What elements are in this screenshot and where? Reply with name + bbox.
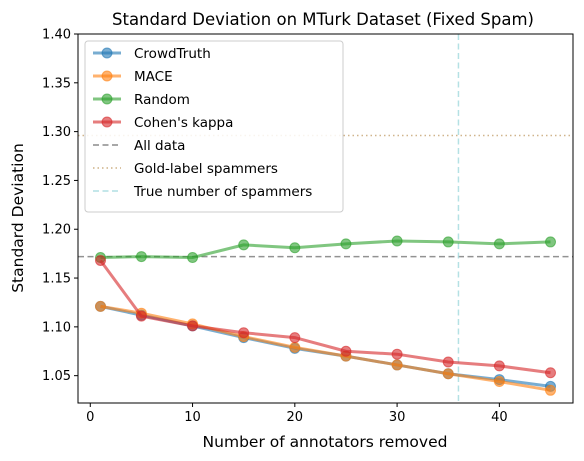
legend-label-gold-label-spammers: Gold-label spammers <box>134 161 278 177</box>
data-point-mace <box>391 359 403 371</box>
legend-label-all-data: All data <box>134 138 185 154</box>
x-tick-label: 20 <box>287 410 304 425</box>
data-point-cohen-s-kappa <box>95 254 106 266</box>
x-tick-label: 10 <box>184 410 201 425</box>
data-point-random <box>340 238 352 250</box>
data-point-cohen-s-kappa <box>238 327 250 339</box>
y-tick-label: 1.10 <box>42 320 71 335</box>
axis-ticks: 0 10 20 30 40 1.05 1.10 1.15 1.20 1.25 1.30 1.35 1.4… <box>42 28 508 426</box>
y-tick-label: 1.40 <box>42 28 71 43</box>
y-tick-label: 1.30 <box>42 125 71 140</box>
data-point-mace <box>289 341 301 353</box>
data-point-random <box>442 236 454 248</box>
legend-marker-cohen-s-kappa <box>101 116 113 128</box>
series-line-cohen-s-kappa <box>99 259 551 375</box>
x-tick-label: 30 <box>389 410 406 425</box>
legend-label-mace: MACE <box>134 69 173 85</box>
x-tick-label: 0 <box>86 410 94 425</box>
data-point-cohen-s-kappa <box>289 332 301 344</box>
plot-area <box>78 34 573 403</box>
y-tick-label: 1.25 <box>42 174 71 189</box>
data-point-cohen-s-kappa <box>493 360 505 372</box>
chart-title: Standard Deviation on MTurk Dataset (Fix… <box>112 10 534 29</box>
data-point-mace <box>95 300 106 312</box>
data-point-mace <box>442 368 454 380</box>
y-axis-label: Standard Deviation <box>9 143 27 293</box>
x-tick-label: 40 <box>491 410 508 425</box>
data-point-mace <box>545 384 556 396</box>
x-axis-label: Number of annotators removed <box>203 433 448 451</box>
y-tick-label: 1.35 <box>42 76 71 91</box>
data-point-cohen-s-kappa <box>391 348 403 360</box>
y-tick-label: 1.15 <box>42 272 71 287</box>
data-point-random <box>493 238 505 250</box>
data-point-random <box>545 236 556 248</box>
legend-label-true-number-of-spammers: True number of spammers <box>133 184 312 200</box>
plot-content <box>78 34 573 403</box>
series-line-mace <box>100 304 551 392</box>
data-point-cohen-s-kappa <box>135 310 147 322</box>
data-point-cohen-s-kappa <box>340 345 352 357</box>
legend-label-crowdtruth: CrowdTruth <box>134 46 211 62</box>
legend-label-cohen-s-kappa: Cohen's kappa <box>134 115 233 131</box>
data-point-random <box>135 251 147 263</box>
data-point-random <box>187 252 199 264</box>
legend: CrowdTruth MACE Random Cohen's kappa All dat… <box>84 40 344 213</box>
axes-frame <box>77 33 574 404</box>
y-tick-label: 1.05 <box>42 369 71 384</box>
legend-marker-mace <box>101 70 113 82</box>
legend-label-random: Random <box>134 92 190 108</box>
legend-marker-crowdtruth <box>101 47 113 59</box>
data-point-mace <box>493 376 505 388</box>
y-tick-label: 1.20 <box>42 223 71 238</box>
data-point-random <box>391 235 403 247</box>
data-point-random <box>289 242 301 254</box>
data-point-cohen-s-kappa <box>442 356 454 368</box>
data-point-cohen-s-kappa <box>187 320 199 332</box>
data-point-random <box>238 239 250 251</box>
data-point-cohen-s-kappa <box>545 367 556 379</box>
legend-marker-random <box>101 93 113 105</box>
legend-box <box>84 40 344 213</box>
series-line-random <box>100 239 551 260</box>
